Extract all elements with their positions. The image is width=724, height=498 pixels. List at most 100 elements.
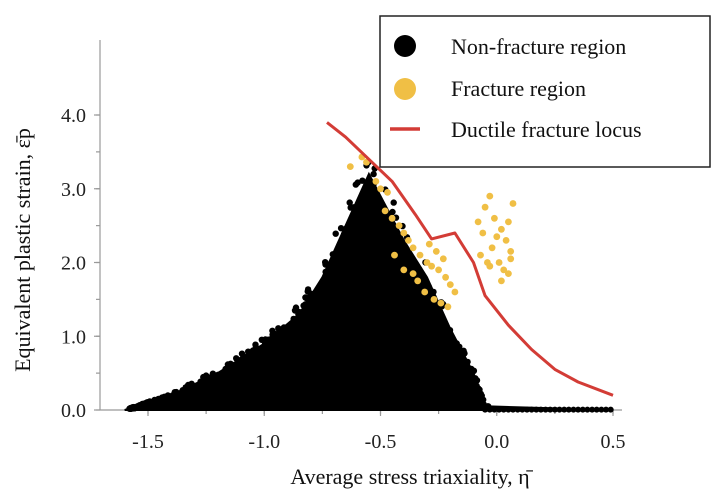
legend-label-locus: Ductile fracture locus [451, 117, 642, 142]
non-fracture-point [243, 372, 250, 379]
y-tick-label: 4.0 [61, 105, 86, 127]
non-fracture-point [381, 229, 389, 237]
legend-marker-non-fracture [394, 35, 416, 57]
fracture-point [405, 237, 412, 244]
non-fracture-point [317, 325, 325, 333]
non-fracture-point [252, 344, 260, 351]
non-fracture-point [528, 406, 535, 413]
non-fracture-point [413, 284, 421, 291]
non-fracture-point [155, 397, 162, 404]
non-fracture-point [463, 371, 470, 378]
non-fracture-point [297, 329, 305, 336]
non-fracture-point [343, 225, 350, 232]
x-tick-label: 0.5 [601, 431, 626, 453]
non-fracture-point [295, 311, 302, 318]
fracture-point [381, 207, 389, 215]
non-fracture-point [188, 383, 195, 391]
fracture-points [346, 153, 517, 311]
non-fracture-cloud [124, 171, 614, 411]
legend: Non-fracture region Fracture region Duct… [379, 15, 711, 168]
non-fracture-point [234, 368, 242, 376]
non-fracture-point [352, 181, 359, 188]
non-fracture-point [318, 286, 325, 293]
non-fracture-point [381, 274, 389, 281]
fracture-point [488, 244, 496, 252]
fracture-point [505, 218, 512, 226]
non-fracture-point [416, 265, 423, 273]
non-fracture-point [461, 350, 468, 357]
fracture-point [486, 262, 494, 270]
non-fracture-point [267, 363, 274, 370]
non-fracture-point [341, 246, 349, 254]
fracture-point [377, 185, 384, 193]
non-fracture-point [278, 351, 285, 359]
non-fracture-point [329, 295, 336, 302]
non-fracture-point [245, 352, 253, 360]
y-tick-label: 1.0 [61, 326, 86, 348]
legend-label-fracture: Fracture region [451, 76, 586, 101]
fracture-point [416, 251, 424, 259]
fracture-point [372, 178, 380, 185]
non-fracture-point [491, 406, 498, 413]
non-fracture-point [307, 332, 314, 340]
non-fracture-point [399, 252, 407, 259]
non-fracture-point [350, 270, 358, 277]
non-fracture-point [379, 256, 386, 263]
non-fracture-point [356, 259, 364, 267]
non-fracture-point [411, 314, 419, 322]
non-fracture-point [171, 389, 178, 396]
non-fracture-point [270, 354, 277, 361]
non-fracture-point [401, 247, 408, 254]
legend-marker-fracture [394, 78, 416, 100]
non-fracture-point [249, 363, 256, 370]
non-fracture-point [348, 230, 356, 237]
non-fracture-point [405, 263, 413, 270]
non-fracture-point [480, 396, 487, 403]
fracture-point [509, 200, 517, 207]
fracture-point [498, 225, 505, 233]
non-fracture-point [551, 406, 558, 413]
fracture-point [435, 266, 442, 274]
fracture-point [430, 296, 438, 303]
non-fracture-point [292, 304, 300, 311]
non-fracture-point [322, 312, 330, 319]
non-fracture-point [341, 285, 348, 292]
y-axis-title: Equivalent plastic strain, ε̄p [10, 128, 35, 372]
fracture-point [507, 255, 515, 263]
non-fracture-point [339, 240, 347, 248]
non-fracture-point [403, 313, 411, 320]
non-fracture-point [232, 377, 239, 384]
non-fracture-point [547, 406, 554, 413]
y-tick-label: 2.0 [61, 253, 86, 275]
non-fracture-point [329, 251, 336, 258]
y-tick-label: 0.0 [61, 400, 86, 422]
non-fracture-point [322, 268, 329, 276]
non-fracture-point [361, 255, 368, 262]
fracture-point [481, 203, 489, 211]
non-fracture-point [341, 257, 348, 264]
non-fracture-point [346, 199, 353, 206]
non-fracture-point [416, 320, 423, 327]
non-fracture-point [260, 369, 267, 376]
non-fracture-point [598, 406, 605, 413]
non-fracture-point [292, 341, 299, 348]
non-fracture-point [326, 261, 334, 268]
non-fracture-point [537, 406, 544, 413]
non-fracture-point [394, 265, 402, 272]
non-fracture-point [370, 253, 377, 260]
non-fracture-point [271, 342, 279, 349]
non-fracture-point [570, 406, 577, 413]
fracture-point [446, 281, 454, 288]
fracture-point [346, 163, 354, 171]
non-fracture-point [341, 263, 348, 270]
non-fracture-point [195, 382, 203, 389]
non-fracture-point [476, 386, 483, 393]
non-fracture-point [262, 356, 269, 364]
non-fracture-point [301, 307, 308, 315]
fracture-point [491, 214, 498, 222]
non-fracture-point [533, 406, 540, 413]
non-fracture-point [607, 406, 614, 413]
fracture-point [409, 244, 417, 252]
non-fracture-point [505, 406, 512, 413]
fracture-point [451, 288, 459, 296]
